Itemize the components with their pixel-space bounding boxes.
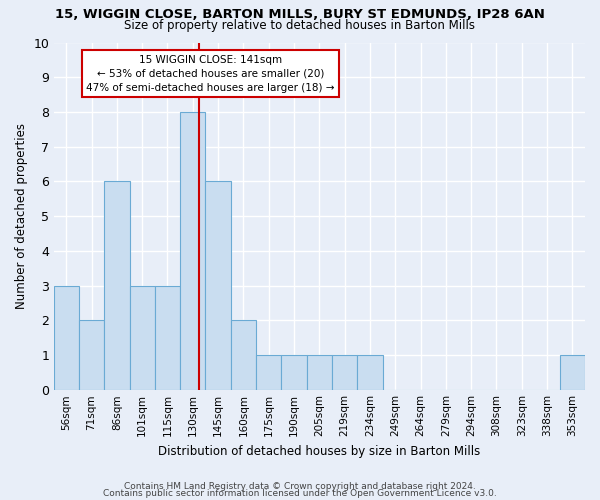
Bar [357,355,383,390]
Bar [130,286,155,390]
Text: 15 WIGGIN CLOSE: 141sqm
← 53% of detached houses are smaller (20)
47% of semi-de: 15 WIGGIN CLOSE: 141sqm ← 53% of detache… [86,54,335,92]
Bar [256,355,281,390]
Bar [307,355,332,390]
Bar [231,320,256,390]
Bar [332,355,357,390]
Y-axis label: Number of detached properties: Number of detached properties [15,123,28,309]
Bar [53,286,79,390]
Text: Size of property relative to detached houses in Barton Mills: Size of property relative to detached ho… [125,19,476,32]
Bar [155,286,180,390]
Text: Contains public sector information licensed under the Open Government Licence v3: Contains public sector information licen… [103,490,497,498]
Bar [560,355,585,390]
X-axis label: Distribution of detached houses by size in Barton Mills: Distribution of detached houses by size … [158,444,481,458]
Text: Contains HM Land Registry data © Crown copyright and database right 2024.: Contains HM Land Registry data © Crown c… [124,482,476,491]
Bar [79,320,104,390]
Bar [180,112,205,390]
Text: 15, WIGGIN CLOSE, BARTON MILLS, BURY ST EDMUNDS, IP28 6AN: 15, WIGGIN CLOSE, BARTON MILLS, BURY ST … [55,8,545,20]
Bar [281,355,307,390]
Bar [104,182,130,390]
Bar [205,182,231,390]
